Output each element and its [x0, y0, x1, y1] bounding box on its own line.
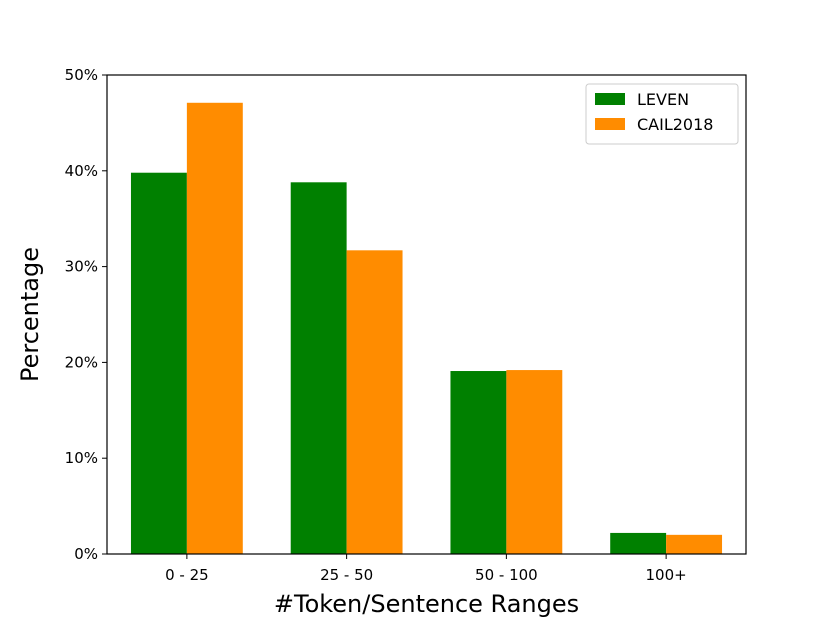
y-axis-label: Percentage — [16, 247, 44, 382]
legend-label-cail2018: CAIL2018 — [637, 115, 713, 134]
y-axis: 0% 10% 20% 30% 40% 50% — [65, 66, 107, 563]
bar-cail2018-2 — [506, 370, 563, 554]
y-tick-label: 30% — [65, 258, 98, 276]
x-axis: 0 - 25 25 - 50 50 - 100 100+ — [165, 554, 687, 584]
bars-layer — [130, 102, 723, 555]
legend-swatch-leven — [595, 93, 625, 105]
bar-cail2018-1 — [346, 250, 403, 554]
x-axis-label: #Token/Sentence Ranges — [274, 590, 579, 618]
legend-swatch-cail2018 — [595, 118, 625, 130]
bar-leven-1 — [290, 182, 347, 554]
y-tick-label: 20% — [65, 353, 98, 371]
x-tick-label: 25 - 50 — [320, 566, 373, 584]
y-tick-label: 0% — [74, 545, 98, 563]
plot-frame — [106, 74, 747, 555]
y-tick-label: 40% — [65, 162, 98, 180]
bar-leven-2 — [450, 371, 507, 554]
y-tick-label: 50% — [65, 66, 98, 84]
x-tick-label: 100+ — [646, 566, 687, 584]
bar-cail2018-3 — [666, 534, 723, 554]
bar-cail2018-0 — [186, 102, 243, 555]
legend: LEVEN CAIL2018 — [585, 83, 739, 145]
x-tick-label: 0 - 25 — [165, 566, 209, 584]
y-tick-label: 10% — [65, 449, 98, 467]
x-tick-label: 50 - 100 — [475, 566, 538, 584]
legend-label-leven: LEVEN — [637, 90, 689, 109]
bar-leven-0 — [130, 172, 187, 554]
bar-leven-3 — [610, 532, 667, 554]
